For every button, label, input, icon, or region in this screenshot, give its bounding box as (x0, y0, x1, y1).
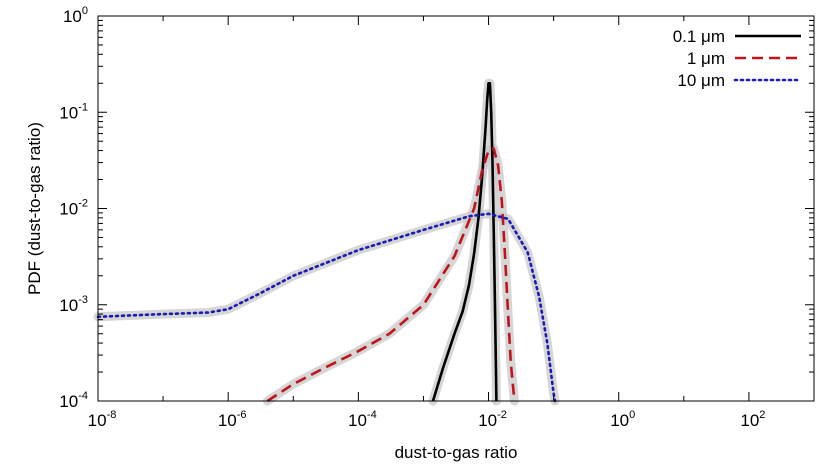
y-tick-label: 10-1 (59, 101, 88, 122)
x-tick-label: 100 (610, 409, 635, 430)
series-line-1 (266, 147, 516, 403)
y-tick-label: 10-4 (59, 390, 88, 411)
x-tick-label: 10-8 (88, 409, 117, 430)
legend: 0.1 μm 1 μm 10 μm (673, 27, 803, 90)
y-tick-label: 10-2 (59, 198, 88, 219)
legend-label-2: 10 μm (677, 71, 725, 90)
y-tick-label: 10-3 (59, 294, 88, 315)
legend-label-0: 0.1 μm (673, 27, 725, 46)
x-tick-label: 102 (740, 409, 765, 430)
x-tick-label: 10-2 (478, 409, 507, 430)
uncertainty-band-2 (93, 209, 560, 406)
x-tick-label: 10-4 (348, 409, 377, 430)
x-tick-label: 10-6 (218, 409, 247, 430)
tick-labels: 10-8 10-6 10-4 10-2 100 102 10-4 10-3 10-2 10-1 10… (59, 5, 765, 430)
x-axis-label: dust-to-gas ratio (395, 443, 518, 462)
y-tick-label: 100 (63, 5, 88, 26)
y-axis-label: PDF (dust-to-gas ratio) (25, 122, 44, 295)
series-line-0 (431, 82, 498, 402)
legend-label-1: 1 μm (687, 49, 725, 68)
data-curves (96, 82, 557, 403)
plot-frame (97, 15, 815, 402)
series-line-2 (96, 212, 557, 403)
